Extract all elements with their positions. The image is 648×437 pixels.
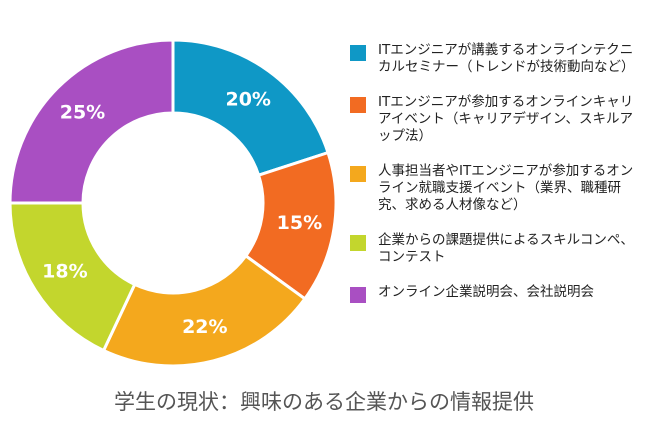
- legend-swatch: [350, 235, 366, 251]
- legend-item: 企業からの課題提供によるスキルコンペ、コンテスト: [350, 232, 640, 266]
- chart-title: 学生の現状：興味のある企業からの情報提供: [114, 390, 534, 414]
- legend-item: ITエンジニアが講義するオンラインテクニカルセミナー（トレンドが技術動向など）: [350, 42, 640, 76]
- legend-swatch: [350, 97, 366, 113]
- slice-data-label: 22%: [182, 316, 227, 338]
- legend-swatch: [350, 166, 366, 182]
- legend-item: オンライン企業説明会、会社説明会: [350, 284, 640, 303]
- donut-chart: 20% 15% 22% 18% 25%: [8, 38, 338, 368]
- donut-slice: [101, 253, 307, 368]
- legend-swatch: [350, 287, 366, 303]
- slice-data-label: 15%: [277, 212, 322, 234]
- legend-label: オンライン企業説明会、会社説明会: [378, 284, 594, 300]
- legend-label: 人事担当者やITエンジニアが参加するオンライン就職支援イベント（業界、職種研究、…: [378, 163, 634, 213]
- slice-data-label: 25%: [60, 101, 105, 123]
- chart-legend: ITエンジニアが講義するオンラインテクニカルセミナー（トレンドが技術動向など） …: [350, 42, 640, 319]
- donut-slice: [171, 38, 330, 178]
- legend-label: ITエンジニアが講義するオンラインテクニカルセミナー（トレンドが技術動向など）: [378, 42, 635, 75]
- legend-swatch: [350, 45, 366, 61]
- legend-item: ITエンジニアが参加するオンラインキャリアイベント（キャリアデザイン、スキルアッ…: [350, 94, 640, 145]
- slice-data-label: 18%: [42, 261, 87, 283]
- slice-data-label: 20%: [225, 88, 270, 110]
- legend-item: 人事担当者やITエンジニアが参加するオンライン就職支援イベント（業界、職種研究、…: [350, 163, 640, 214]
- donut-slice: [8, 38, 175, 205]
- donut-slice: [8, 201, 137, 353]
- legend-label: 企業からの課題提供によるスキルコンペ、コンテスト: [378, 232, 634, 265]
- legend-label: ITエンジニアが参加するオンラインキャリアイベント（キャリアデザイン、スキルアッ…: [378, 94, 634, 144]
